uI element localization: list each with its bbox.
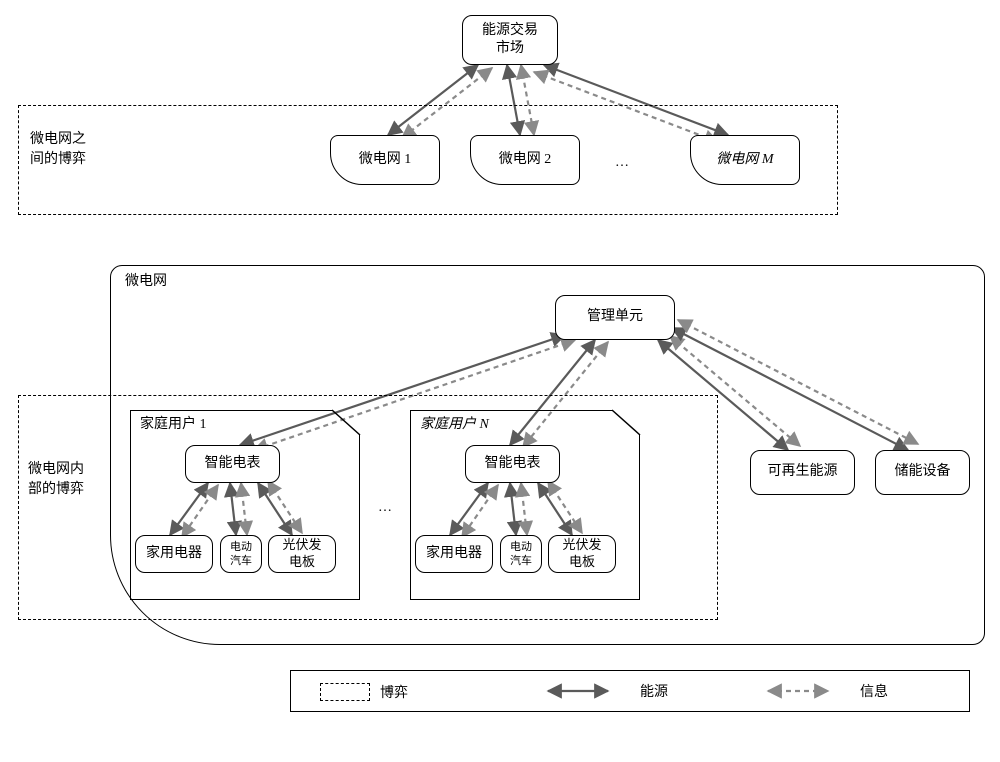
legend-game-label: 博弈 — [380, 682, 408, 702]
node-smart-meter-1: 智能电表 — [185, 445, 280, 483]
node-appliance-n: 家用电器 — [415, 535, 493, 573]
box-household-1-border-r — [359, 434, 360, 600]
box-household-n-border-t — [410, 410, 612, 411]
dots-top: … — [615, 155, 629, 171]
node-renewable: 可再生能源 — [750, 450, 855, 495]
diagram-canvas: 能源交易 市场 微电网之 间的博弈 微电网 1 微电网 2 … 微电网 M 微电… — [10, 10, 990, 752]
node-market: 能源交易 市场 — [462, 15, 558, 65]
node-smart-meter-n: 智能电表 — [465, 445, 560, 483]
node-ev-n: 电动 汽车 — [500, 535, 542, 573]
node-ev-1: 电动 汽车 — [220, 535, 262, 573]
label-microgrid: 微电网 — [125, 272, 167, 292]
label-household-n: 家庭用户 N — [420, 415, 489, 435]
label-game-between: 微电网之 间的博弈 — [30, 130, 86, 169]
legend-game: 博弈 — [320, 682, 408, 702]
label-household-1: 家庭用户 1 — [140, 415, 207, 435]
legend-energy-label: 能源 — [640, 683, 668, 703]
node-storage: 储能设备 — [875, 450, 970, 495]
label-game-inside: 微电网内 部的博弈 — [28, 460, 84, 499]
node-mg2: 微电网 2 — [470, 135, 580, 185]
dots-households: … — [378, 500, 392, 516]
legend-info-label: 信息 — [860, 683, 888, 703]
node-mgM: 微电网 M — [690, 135, 800, 185]
legend-swatch-game — [320, 683, 370, 701]
node-mgmt-unit: 管理单元 — [555, 295, 675, 340]
node-appliance-1: 家用电器 — [135, 535, 213, 573]
node-mg1: 微电网 1 — [330, 135, 440, 185]
node-pv-n: 光伏发 电板 — [548, 535, 616, 573]
box-household-1-border-t — [130, 410, 332, 411]
node-pv-1: 光伏发 电板 — [268, 535, 336, 573]
box-household-n-border-r — [639, 434, 640, 600]
